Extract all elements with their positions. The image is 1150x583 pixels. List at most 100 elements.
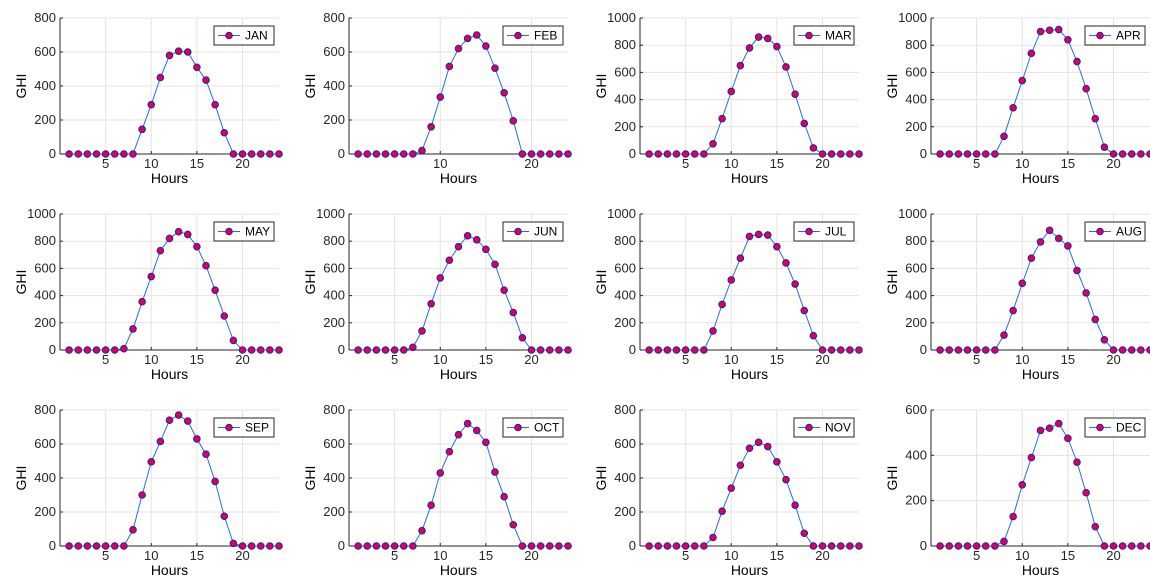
data-point xyxy=(1082,289,1090,297)
data-point xyxy=(1064,434,1072,443)
x-tick-label: 5 xyxy=(102,156,109,171)
data-point xyxy=(399,346,408,354)
data-point xyxy=(773,458,781,466)
data-point xyxy=(372,542,381,550)
y-axis-label: GHI xyxy=(593,270,609,295)
data-point xyxy=(491,260,499,269)
y-tick-label: 800 xyxy=(34,402,56,417)
legend-marker-sample xyxy=(805,31,813,40)
data-point xyxy=(527,150,536,158)
data-point xyxy=(763,231,772,239)
legend-label: OCT xyxy=(534,421,560,435)
data-point xyxy=(1064,242,1072,250)
y-tick-label: 600 xyxy=(323,436,345,451)
x-tick-label: 20 xyxy=(235,156,249,171)
y-tick-label: 200 xyxy=(905,493,927,508)
legend-box xyxy=(1084,25,1146,46)
legend-box xyxy=(793,417,855,438)
data-point xyxy=(463,231,472,240)
y-tick-label: 0 xyxy=(629,342,636,357)
data-point xyxy=(1027,254,1036,263)
data-point xyxy=(472,426,481,435)
y-tick-label: 200 xyxy=(905,315,927,330)
data-point xyxy=(963,346,972,354)
data-point xyxy=(381,346,390,354)
data-point xyxy=(120,150,128,158)
x-axis-label: Hours xyxy=(731,170,768,186)
x-tick-label: 20 xyxy=(524,548,538,563)
y-tick-label: 1000 xyxy=(316,206,345,221)
x-axis-label: Hours xyxy=(151,366,188,382)
data-point xyxy=(818,346,827,354)
y-tick-label: 1000 xyxy=(898,206,927,221)
data-point xyxy=(1054,419,1063,428)
data-point xyxy=(491,468,499,476)
data-point xyxy=(836,150,845,158)
y-tick-label: 0 xyxy=(49,146,56,161)
data-point xyxy=(536,542,545,550)
x-tick-label: 15 xyxy=(190,548,204,563)
data-point xyxy=(463,419,472,428)
data-point xyxy=(791,501,799,510)
legend-marker-sample xyxy=(514,31,522,40)
data-point xyxy=(818,150,827,158)
data-point xyxy=(92,346,101,354)
data-point xyxy=(418,526,426,535)
x-tick-label: 5 xyxy=(391,548,398,563)
y-tick-label: 600 xyxy=(323,44,345,59)
y-tick-label: 400 xyxy=(323,78,345,93)
data-point xyxy=(409,150,417,158)
data-point xyxy=(681,346,690,354)
legend-marker-sample xyxy=(225,227,233,236)
data-point xyxy=(238,346,247,354)
data-point xyxy=(1018,76,1027,85)
x-tick-label: 20 xyxy=(235,352,249,367)
data-point xyxy=(1036,238,1045,246)
y-tick-label: 200 xyxy=(34,112,56,127)
data-point xyxy=(727,87,736,96)
series-line-aug xyxy=(940,229,1150,351)
data-point xyxy=(981,542,990,550)
y-tick-label: 400 xyxy=(905,92,927,107)
data-point xyxy=(718,114,726,123)
data-point xyxy=(527,346,536,354)
x-tick-label: 20 xyxy=(815,548,829,563)
data-point xyxy=(745,232,754,241)
y-tick-label: 0 xyxy=(338,538,345,553)
x-tick-label: 5 xyxy=(102,352,109,367)
data-point xyxy=(754,33,763,41)
data-point xyxy=(690,542,699,550)
y-tick-label: 200 xyxy=(614,315,636,330)
data-point xyxy=(454,430,463,439)
data-point xyxy=(381,542,390,550)
data-point xyxy=(454,44,463,53)
x-tick-label: 15 xyxy=(770,352,784,367)
data-point xyxy=(65,542,73,550)
x-tick-label: 10 xyxy=(433,548,447,563)
series-line-nov xyxy=(649,441,859,547)
data-point xyxy=(564,542,572,550)
data-point xyxy=(101,346,110,354)
data-point xyxy=(275,346,283,354)
x-tick-label: 20 xyxy=(1106,548,1120,563)
data-point xyxy=(818,542,827,550)
legend-label: DEC xyxy=(1116,421,1142,435)
data-point xyxy=(1137,542,1145,550)
data-point xyxy=(129,150,137,158)
data-point xyxy=(193,242,201,251)
y-axis-label: GHI xyxy=(13,74,29,99)
data-point xyxy=(211,477,219,486)
y-tick-label: 600 xyxy=(34,436,56,451)
data-point xyxy=(229,336,238,345)
legend-marker-sample xyxy=(1096,227,1104,236)
data-point xyxy=(229,539,238,548)
data-point xyxy=(418,146,426,155)
data-point xyxy=(174,411,183,419)
data-point xyxy=(654,150,663,158)
data-point xyxy=(445,256,454,265)
y-tick-label: 600 xyxy=(323,260,345,275)
y-tick-label: 0 xyxy=(629,538,636,553)
data-point xyxy=(354,150,362,158)
